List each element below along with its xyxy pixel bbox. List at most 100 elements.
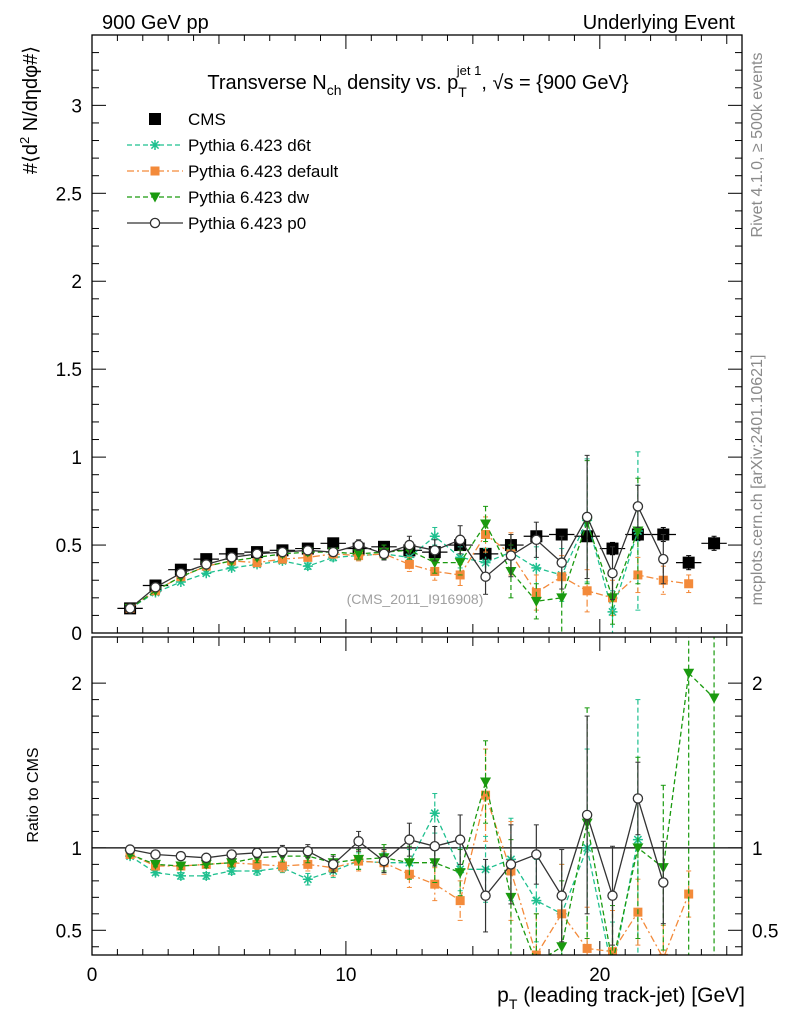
legend-marker [149,113,161,125]
y-tick-label: 0.5 [56,921,82,942]
header-right: Underlying Event [583,12,736,34]
y-tick-label: 1 [71,448,82,469]
y-tick-label: 3 [71,96,82,117]
data-point-p0 [581,809,593,821]
data-point-d6t [226,562,237,573]
data-point-d6t [429,531,440,542]
x-axis-label: pT (leading track-jet) [GeV] [497,984,745,1012]
data-point-p0 [505,859,517,870]
data-point-cms [708,537,721,550]
y-tick-label-right: 1 [752,839,763,860]
data-point-p0 [150,849,161,860]
data-point-p0 [353,836,364,847]
data-point-p0 [454,534,466,546]
data-point-default [481,790,491,800]
data-point-cms [327,537,340,550]
y-tick-label: 2 [71,272,82,293]
data-point-dw [226,858,238,869]
data-point-dw [708,693,720,704]
data-point-cms [682,556,695,569]
data-point-d6t [201,870,212,881]
data-point-d6t [429,808,440,819]
data-point-dw [556,593,568,604]
data-point-default [404,559,414,569]
rivet-version-label: Rivet 4.1.0, ≥ 500k events [749,53,766,238]
data-point-dw [632,526,644,537]
data-point-p0 [658,877,669,888]
data-point-p0 [201,559,212,570]
plot-area [117,451,727,633]
data-point-default [684,889,694,899]
data-point-p0 [454,834,466,845]
y-tick-label: 0 [71,624,82,645]
legend-item-dw: Pythia 6.423 dw [127,188,310,207]
data-point-p0 [327,546,339,558]
series-line-dw [129,671,715,955]
data-point-default [455,896,465,906]
data-point-p0 [201,852,212,864]
data-point-p0 [251,847,263,859]
data-point-default [684,579,694,589]
plot-area [124,637,720,969]
data-point-p0 [531,534,542,546]
data-point-d6t [150,867,161,878]
legend-label: Pythia 6.423 d6t [188,136,311,155]
y-tick-label: 1 [71,839,82,860]
data-point-p0 [226,849,237,860]
data-point-default [582,943,592,953]
data-point-dw [149,859,161,870]
data-point-p0 [632,501,644,512]
legend-label: Pythia 6.423 default [188,162,339,181]
data-point-p0 [607,567,618,579]
data-point-p0 [404,539,415,551]
data-point-p0 [378,855,390,867]
data-point-dw [556,942,568,953]
data-point-default [430,879,440,889]
data-point-p0 [251,548,263,560]
legend-marker [149,192,161,203]
legend: CMS Pythia 6.423 d6t Pythia 6.423 default P… [127,110,339,233]
data-point-p0 [607,890,618,901]
data-point-p0 [480,890,491,901]
data-point-d6t [175,870,186,881]
data-point-dw [429,558,441,569]
data-point-d6t [252,865,263,876]
y-axis-label: #⟨d2 N/dηdφ#⟩ [17,46,42,174]
data-point-dw [530,596,542,607]
data-point-dw [480,519,492,530]
data-point-default [277,861,287,871]
y-tick-label: 2.5 [56,184,82,205]
panel-frame [91,636,743,956]
data-point-p0 [556,890,567,901]
data-point-p0 [429,841,441,852]
legend-item-p0: Pythia 6.423 p0 [127,214,306,233]
data-point-p0 [175,850,187,862]
data-point-p0 [277,546,288,558]
data-point-p0 [658,553,669,565]
data-point-dw [531,959,542,969]
data-point-p0 [429,545,441,556]
data-point-dw [480,777,492,788]
data-point-cms [479,547,492,560]
data-point-dw [632,843,644,854]
data-point-default [303,859,313,869]
data-point-d6t [302,561,313,572]
data-point-p0 [378,548,390,560]
data-point-default [582,586,592,596]
data-point-p0 [302,845,314,857]
data-point-dw [683,668,695,679]
panel-frame [91,34,743,634]
header-left: 900 GeV pp [102,12,209,34]
data-point-p0 [124,844,136,855]
y-tick-label-right: 0.5 [752,921,778,942]
y-tick-label: 2 [71,674,82,695]
data-point-d6t [226,865,237,876]
data-point-p0 [150,582,161,593]
x-tick-label: 10 [335,965,356,986]
data-point-default [531,950,541,955]
data-point-d6t [302,874,313,885]
legend-item-d6t: Pythia 6.423 d6t [127,136,311,155]
main-panel: 0 0.5 1 1.5 2 2.5 3 [56,34,743,645]
x-tick-label: 0 [87,965,98,986]
